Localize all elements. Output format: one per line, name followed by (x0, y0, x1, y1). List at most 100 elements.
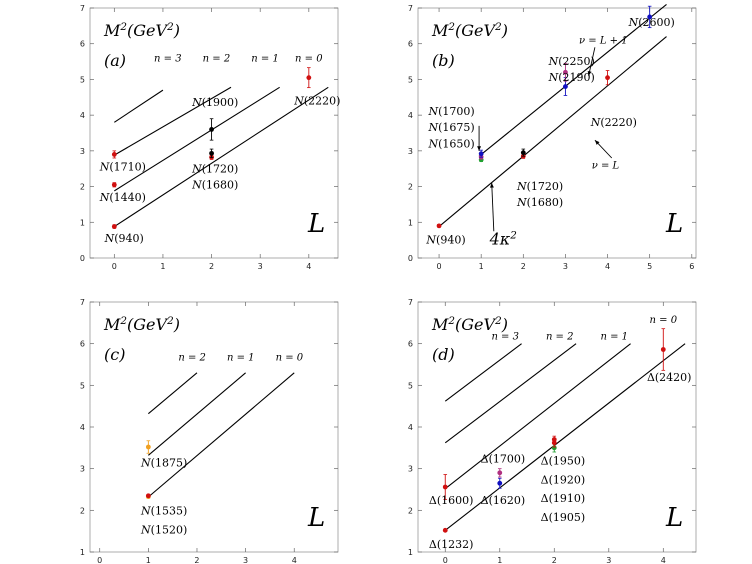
annotation-label: N(940) (425, 234, 465, 247)
x-tick-label: 2 (209, 262, 214, 271)
plot-frame (89, 7, 339, 259)
y-tick-label: 2 (80, 183, 85, 192)
y-tick-label: 6 (80, 340, 85, 349)
data-point (111, 224, 117, 229)
data-point (497, 470, 503, 476)
x-tick-label: 2 (521, 262, 526, 271)
x-axis-label: L (307, 503, 325, 533)
y-tick-label: 5 (80, 75, 85, 84)
chart-panel-3: 1 2 3 4 5 6 7 0 1 2 3 4 n = 2 n = 1 n = 0 N(1875) N(1535… (80, 298, 339, 564)
annotation-label: N(1680) (516, 196, 563, 209)
x-tick-label: 0 (437, 262, 442, 271)
line-label: n = 1 (251, 54, 279, 65)
panel-label: (d) (432, 345, 455, 364)
y-tick-label: 5 (80, 381, 85, 390)
annotation-label: N(2600) (628, 16, 675, 29)
pointer-arrow (491, 182, 495, 232)
annotation-label: N(1675) (428, 121, 475, 134)
annotation-label: Δ(1232) (429, 538, 474, 551)
trajectory-line (114, 89, 164, 123)
trajectory-line (444, 343, 577, 444)
annotation-label: Δ(1950) (541, 455, 586, 468)
panel-label: (a) (104, 51, 126, 70)
x-axis-label: L (665, 503, 683, 533)
y-tick-label: 6 (408, 340, 413, 349)
annotation-label: N(1720) (516, 180, 563, 193)
x-tick-label: 4 (605, 262, 610, 271)
data-point (478, 151, 484, 157)
x-tick-label: 1 (479, 262, 484, 271)
trajectory-line (147, 372, 198, 415)
chart-title: M2(GeV2) (103, 315, 180, 334)
annotation-label: Δ(1700) (481, 452, 526, 465)
annotation-label: 4κ2 (489, 229, 518, 248)
chart-panel-1: 0 1 2 3 4 5 6 7 0 1 2 3 4 n = 3 n = 2 n = 1 n = 0 N(940) N… (80, 4, 341, 271)
annotation-label: N(1700) (428, 105, 475, 118)
trajectory-line (114, 86, 280, 192)
annotation-label: N(1900) (191, 96, 238, 109)
y-tick-label: 4 (80, 423, 85, 432)
data-point (209, 127, 214, 132)
x-tick-label: 4 (661, 556, 666, 564)
x-tick-label: 1 (160, 262, 165, 271)
x-axis-label: L (307, 209, 325, 239)
y-tick-label: 5 (408, 381, 413, 390)
pointer-arrowhead (477, 146, 482, 151)
panel-label: (b) (432, 51, 455, 70)
pointer-arrowhead (489, 183, 494, 188)
annotation-label: N(1520) (140, 523, 187, 536)
line-label: n = 2 (546, 332, 574, 343)
data-point (660, 347, 666, 352)
x-tick-label: 3 (258, 262, 263, 271)
y-tick-label: 3 (408, 465, 413, 474)
trajectory-line (147, 372, 295, 498)
y-tick-label: 7 (80, 298, 85, 307)
trajectory-line (114, 86, 329, 228)
trajectory-line (478, 4, 667, 157)
line-label: n = 2 (203, 54, 231, 65)
x-axis-label: L (665, 209, 683, 239)
line-label: n = 0 (650, 315, 678, 326)
data-point (563, 69, 568, 75)
trajectory-line (438, 36, 667, 227)
y-tick-label: 0 (80, 254, 85, 263)
y-tick-label: 1 (80, 548, 85, 557)
trajectory-line (444, 343, 631, 490)
pointer-arrowhead (594, 140, 600, 145)
annotation-label: N(2220) (590, 116, 637, 129)
y-tick-label: 6 (408, 40, 413, 49)
y-tick-label: 7 (408, 298, 413, 307)
annotation-label: N(1875) (140, 457, 187, 470)
annotation-label: N(940) (104, 232, 144, 245)
x-tick-label: 3 (606, 556, 611, 564)
data-point (563, 84, 568, 89)
y-tick-label: 1 (408, 218, 413, 227)
x-tick-label: 5 (647, 262, 652, 271)
chart-title: M2(GeV2) (431, 21, 508, 40)
data-point (605, 75, 610, 81)
annotation-label: N(2250) (548, 55, 595, 68)
y-tick-label: 3 (80, 147, 85, 156)
x-tick-label: 0 (97, 556, 102, 564)
y-tick-label: 2 (80, 506, 85, 515)
y-tick-label: 2 (408, 506, 413, 515)
trajectory-line (444, 343, 686, 531)
line-label: ν = L (592, 161, 620, 172)
data-point (111, 182, 117, 188)
data-point (551, 437, 557, 442)
y-tick-label: 1 (408, 548, 413, 557)
data-point (111, 152, 117, 157)
x-tick-label: 4 (292, 556, 297, 564)
y-tick-label: 4 (80, 111, 85, 120)
x-tick-label: 2 (552, 556, 557, 564)
chart-title: M2(GeV2) (103, 21, 180, 40)
line-label: ν = L + 1 (579, 36, 628, 47)
y-tick-label: 0 (408, 254, 413, 263)
data-point (209, 150, 214, 156)
annotation-label: N(1650) (428, 137, 475, 150)
line-label: n = 3 (491, 332, 519, 343)
data-point (442, 527, 448, 533)
annotation-label: N(1535) (140, 505, 187, 518)
y-tick-label: 5 (408, 75, 413, 84)
pointer-arrow (588, 47, 596, 76)
